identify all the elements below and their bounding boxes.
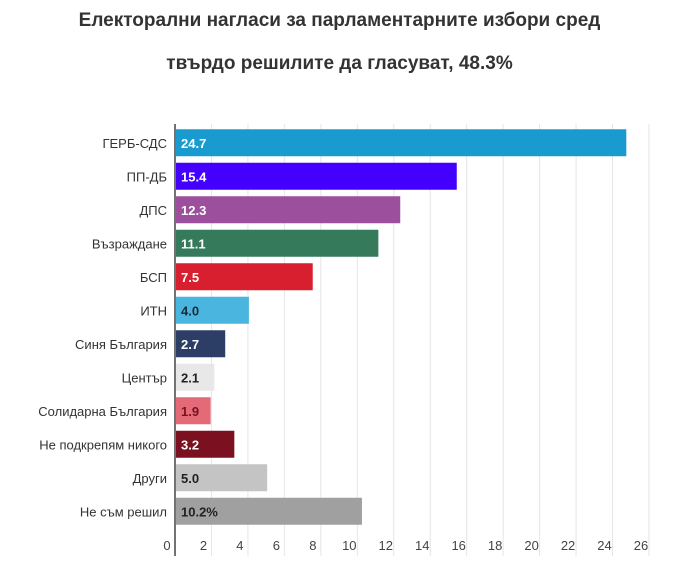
bar <box>176 296 249 324</box>
bar <box>176 363 215 391</box>
category-label: ГЕРБ-СДС <box>102 136 167 151</box>
category-label: Не подкрепям никого <box>39 437 167 452</box>
bar <box>176 263 313 291</box>
data-label: 3.2 <box>181 437 199 452</box>
x-tick-label: 12 <box>379 538 393 553</box>
category-label: Възраждане <box>92 236 167 251</box>
chart-title: Електорални нагласи за парламентарните и… <box>78 10 601 31</box>
data-label: 2.7 <box>181 337 199 352</box>
data-label: 15.4 <box>181 169 207 184</box>
x-tick-label: 24 <box>597 538 611 553</box>
bar <box>176 430 235 458</box>
x-tick-label: 2 <box>200 538 207 553</box>
x-tick-label: 4 <box>236 538 243 553</box>
data-label: 24.7 <box>181 136 206 151</box>
category-label: Солидарна България <box>38 404 167 419</box>
x-tick-label: 10 <box>342 538 356 553</box>
data-label: 5.0 <box>181 471 199 486</box>
bar <box>176 196 401 224</box>
data-label: 10.2% <box>181 504 218 519</box>
category-label: ИТН <box>140 303 167 318</box>
x-tick-label: 6 <box>273 538 280 553</box>
x-tick-label: 26 <box>634 538 648 553</box>
category-label: Център <box>122 370 167 385</box>
bar <box>176 464 268 492</box>
data-label: 1.9 <box>181 404 199 419</box>
x-tick-label: 22 <box>561 538 575 553</box>
bar <box>176 397 211 425</box>
category-label: Други <box>133 471 167 486</box>
x-tick-label: 8 <box>309 538 316 553</box>
x-tick-label: 0 <box>163 538 170 553</box>
x-tick-label: 16 <box>451 538 465 553</box>
bar <box>176 162 457 190</box>
bar <box>176 497 362 525</box>
data-label: 12.3 <box>181 203 206 218</box>
bar <box>176 129 627 157</box>
category-label: ПП-ДБ <box>127 169 167 184</box>
data-label: 2.1 <box>181 370 199 385</box>
category-label: ДПС <box>139 203 167 218</box>
data-label: 11.1 <box>181 236 206 251</box>
x-tick-label: 14 <box>415 538 429 553</box>
category-label: Синя България <box>75 337 167 352</box>
category-label: Не съм решил <box>80 504 167 519</box>
x-tick-label: 20 <box>524 538 538 553</box>
bar <box>176 330 226 358</box>
data-label: 7.5 <box>181 270 199 285</box>
x-tick-label: 18 <box>488 538 502 553</box>
data-label: 4.0 <box>181 303 199 318</box>
chart-subtitle: твърдо решилите да гласуват, 48.3% <box>166 53 513 74</box>
category-label: БСП <box>140 270 167 285</box>
bar <box>176 229 379 257</box>
